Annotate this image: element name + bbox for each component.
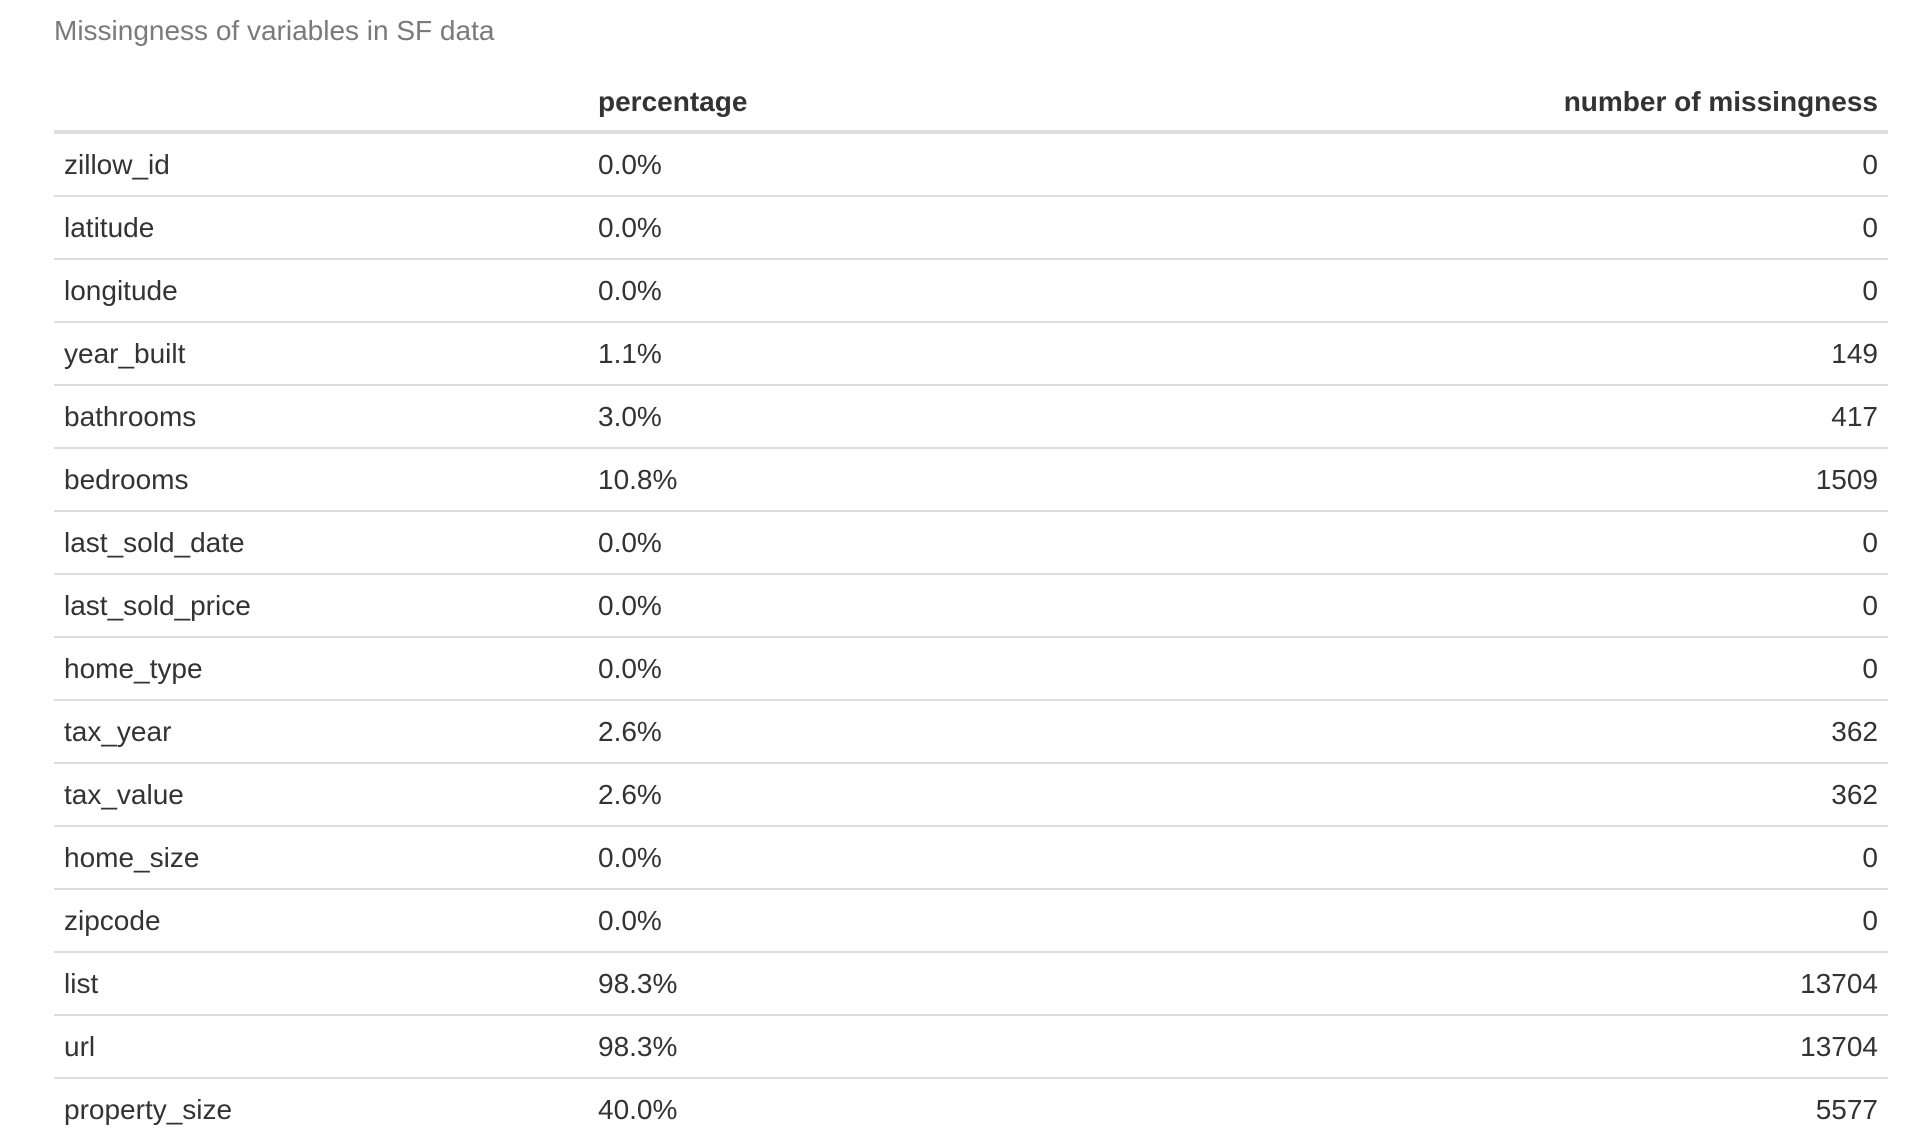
- count-cell: 362: [1088, 700, 1888, 764]
- header-number-of-missingness: number of missingness: [1088, 74, 1888, 134]
- percentage-cell: 40.0%: [598, 1093, 678, 1125]
- variable-cell: url: [54, 1015, 588, 1079]
- variable-cell: home_type: [54, 637, 588, 701]
- variable-cell: last_sold_price: [54, 574, 588, 638]
- percentage-cell: 0.0%: [588, 132, 1088, 197]
- table-row: home_size 0.0% 0: [54, 826, 1888, 890]
- table-row: longitude 0.0% 0: [54, 259, 1888, 323]
- percentage-cell: 10.8%: [588, 448, 1088, 512]
- variable-cell: list: [54, 952, 588, 1016]
- table-row: tax_value 2.6% 362: [54, 763, 1888, 827]
- table-row: last_sold_date 0.0% 0: [54, 511, 1888, 575]
- count-cell: 5577: [1815, 1093, 1878, 1125]
- percentage-cell: 2.6%: [588, 763, 1088, 827]
- header-variable: [54, 74, 588, 134]
- table-row: bathrooms 3.0% 417: [54, 385, 1888, 449]
- table-row: property_size 40.0% 5577: [54, 1078, 1888, 1140]
- variable-cell: property_size: [64, 1093, 233, 1125]
- table-header-row: percentage number of missingness: [54, 74, 1888, 134]
- percentage-cell: 0.0%: [588, 511, 1088, 575]
- count-cell: 0: [1088, 196, 1888, 260]
- count-cell: 0: [1088, 132, 1888, 197]
- variable-cell: tax_year: [54, 700, 588, 764]
- percentage-cell: 0.0%: [588, 259, 1088, 323]
- variable-cell: longitude: [54, 259, 588, 323]
- header-percentage: percentage: [588, 74, 1088, 134]
- count-cell: 13704: [1088, 1015, 1888, 1079]
- variable-cell: home_size: [54, 826, 588, 890]
- count-cell: 13704: [1088, 952, 1888, 1016]
- percentage-cell: 98.3%: [588, 1015, 1088, 1079]
- table-caption: Missingness of variables in SF data: [54, 15, 495, 46]
- table-row: bedrooms 10.8% 1509: [54, 448, 1888, 512]
- variable-cell: bedrooms: [54, 448, 588, 512]
- table-row: tax_year 2.6% 362: [54, 700, 1888, 764]
- percentage-cell: 2.6%: [588, 700, 1088, 764]
- count-cell: 0: [1088, 511, 1888, 575]
- count-cell: 362: [1088, 763, 1888, 827]
- percentage-cell: 0.0%: [588, 637, 1088, 701]
- count-cell: 0: [1088, 574, 1888, 638]
- percentage-cell: 98.3%: [588, 952, 1088, 1016]
- variable-cell: tax_value: [54, 763, 588, 827]
- percentage-cell: 0.0%: [588, 889, 1088, 953]
- percentage-cell: 0.0%: [588, 574, 1088, 638]
- percentage-cell: 0.0%: [588, 826, 1088, 890]
- table-row: url 98.3% 13704: [54, 1015, 1888, 1079]
- count-cell: 417: [1088, 385, 1888, 449]
- variable-cell: year_built: [54, 322, 588, 386]
- missingness-table: percentage number of missingness zillow_…: [54, 74, 1888, 1140]
- count-cell: 0: [1088, 259, 1888, 323]
- variable-cell: latitude: [54, 196, 588, 260]
- variable-cell: last_sold_date: [54, 511, 588, 575]
- table-row: zipcode 0.0% 0: [54, 889, 1888, 953]
- variable-cell: zillow_id: [54, 132, 588, 197]
- count-cell: 1509: [1088, 448, 1888, 512]
- table-row: year_built 1.1% 149: [54, 322, 1888, 386]
- table-row: list 98.3% 13704: [54, 952, 1888, 1016]
- table-row: home_type 0.0% 0: [54, 637, 1888, 701]
- count-cell: 0: [1088, 826, 1888, 890]
- count-cell: 0: [1088, 889, 1888, 953]
- percentage-cell: 0.0%: [588, 196, 1088, 260]
- table-row: zillow_id 0.0% 0: [54, 132, 1888, 197]
- count-cell: 0: [1088, 637, 1888, 701]
- variable-cell: zipcode: [54, 889, 588, 953]
- table-row: last_sold_price 0.0% 0: [54, 574, 1888, 638]
- table-row: latitude 0.0% 0: [54, 196, 1888, 260]
- count-cell: 149: [1088, 322, 1888, 386]
- percentage-cell: 3.0%: [588, 385, 1088, 449]
- percentage-cell: 1.1%: [588, 322, 1088, 386]
- variable-cell: bathrooms: [54, 385, 588, 449]
